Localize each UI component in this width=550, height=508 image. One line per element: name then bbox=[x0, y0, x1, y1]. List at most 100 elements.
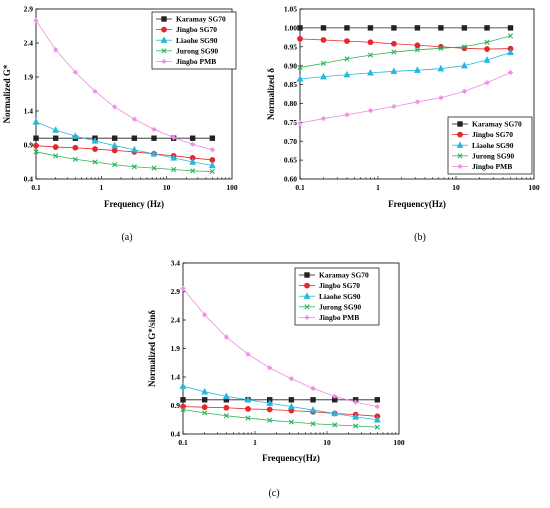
data-point bbox=[223, 404, 230, 411]
data-point bbox=[414, 25, 421, 31]
data-point bbox=[507, 69, 514, 76]
series-jingbo-pmb bbox=[180, 286, 380, 410]
y-axis-label: Normalized G*/sinδ bbox=[147, 310, 157, 387]
data-point bbox=[332, 393, 338, 399]
series-jingbo-sg70 bbox=[33, 142, 216, 163]
data-point bbox=[244, 395, 252, 403]
data-point bbox=[483, 56, 491, 63]
data-point bbox=[484, 39, 490, 45]
data-point bbox=[180, 397, 186, 403]
legend-label: Liaohe SG90 bbox=[319, 292, 361, 301]
data-point bbox=[390, 67, 398, 75]
data-point bbox=[151, 135, 157, 141]
data-point bbox=[353, 423, 359, 429]
data-point bbox=[374, 397, 381, 403]
x-tick-label: 100 bbox=[393, 438, 405, 447]
legend-marker bbox=[457, 163, 463, 169]
x-tick-label: 10 bbox=[323, 438, 331, 447]
data-point bbox=[189, 158, 197, 165]
data-point bbox=[507, 25, 514, 31]
series-liaohe-sg90 bbox=[32, 117, 216, 169]
legend-label: Jingbo PMB bbox=[176, 57, 216, 66]
y-tick-label: 0.75 bbox=[284, 118, 297, 127]
legend-label: Jingbo SG70 bbox=[319, 281, 360, 290]
x-axis-label: Frequency (Hz) bbox=[104, 199, 164, 209]
data-point bbox=[310, 385, 316, 391]
y-tick-label: 0.65 bbox=[284, 156, 297, 165]
data-point bbox=[414, 47, 420, 53]
data-point bbox=[367, 108, 374, 114]
data-point bbox=[33, 149, 39, 155]
y-tick-label: 2.9 bbox=[24, 5, 34, 14]
plot-frame bbox=[299, 8, 535, 180]
data-point bbox=[367, 52, 374, 58]
series-line bbox=[35, 20, 213, 151]
data-point bbox=[484, 46, 490, 52]
data-point bbox=[297, 25, 303, 31]
data-point bbox=[33, 17, 39, 24]
data-point bbox=[223, 413, 229, 419]
data-point bbox=[413, 66, 421, 73]
y-tick-label: 1.9 bbox=[171, 344, 181, 353]
y-tick-label: 0.4 bbox=[171, 430, 181, 439]
series-line bbox=[35, 121, 213, 166]
data-point bbox=[33, 142, 39, 149]
series-line bbox=[35, 151, 213, 172]
x-tick-label: 1 bbox=[376, 183, 380, 192]
data-point bbox=[53, 47, 59, 53]
data-point bbox=[507, 33, 514, 39]
chart-2: 0.60 0.65 0.70 0.75 0.80 0.85 0.90 0.95 1.00 1.05… bbox=[266, 5, 540, 243]
data-point bbox=[179, 382, 187, 389]
series-jurong-sg90 bbox=[180, 406, 380, 430]
figure-caption: (b) bbox=[414, 232, 426, 243]
data-point bbox=[112, 162, 118, 168]
data-point bbox=[201, 404, 208, 411]
data-point bbox=[111, 141, 119, 149]
x-tick-label: 10 bbox=[163, 183, 171, 192]
legend-marker bbox=[161, 58, 167, 64]
data-point bbox=[460, 61, 468, 69]
x-tick-label: 10 bbox=[452, 183, 460, 192]
x-tick-label: 0.1 bbox=[295, 183, 305, 192]
data-point bbox=[52, 135, 59, 141]
data-point bbox=[367, 25, 374, 31]
series-line bbox=[182, 288, 378, 408]
data-point bbox=[52, 126, 60, 133]
legend-marker bbox=[456, 141, 464, 148]
data-point bbox=[344, 38, 350, 45]
y-tick-label: 2.4 bbox=[24, 39, 34, 48]
data-point bbox=[202, 410, 208, 416]
data-point bbox=[267, 417, 273, 423]
data-point bbox=[92, 159, 98, 165]
series-karamay-sg70 bbox=[180, 397, 381, 403]
data-point bbox=[208, 161, 216, 169]
data-point bbox=[151, 165, 157, 171]
legend-marker bbox=[303, 292, 311, 299]
data-point bbox=[33, 135, 39, 141]
data-point bbox=[180, 406, 186, 413]
y-tick-label: 0.60 bbox=[284, 175, 297, 184]
y-tick-label: 0.90 bbox=[284, 61, 297, 70]
data-point bbox=[92, 88, 98, 94]
legend-label: Jurong SG90 bbox=[319, 302, 361, 311]
series-liaohe-sg90 bbox=[296, 48, 514, 82]
data-point bbox=[209, 147, 215, 153]
data-point bbox=[484, 80, 490, 86]
data-point bbox=[209, 135, 216, 141]
data-point bbox=[507, 48, 514, 56]
series-line bbox=[182, 406, 378, 417]
x-tick-label: 0.1 bbox=[31, 183, 41, 192]
data-point bbox=[296, 75, 304, 82]
series-line bbox=[299, 38, 511, 50]
data-point bbox=[111, 135, 118, 141]
legend-label: Karamay SG70 bbox=[472, 120, 522, 129]
data-point bbox=[245, 415, 251, 421]
data-point bbox=[373, 415, 381, 423]
legend-label: Jingbo SG70 bbox=[176, 25, 217, 34]
data-point bbox=[190, 141, 196, 147]
data-point bbox=[297, 64, 303, 71]
data-point bbox=[72, 69, 78, 75]
